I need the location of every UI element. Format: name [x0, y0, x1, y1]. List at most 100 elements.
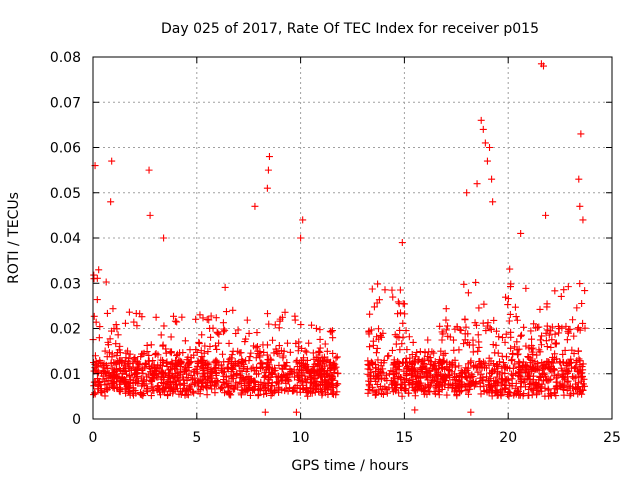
- data-point: [120, 379, 128, 387]
- data-point: [450, 346, 458, 354]
- data-point: [383, 389, 391, 397]
- data-point: [551, 340, 559, 348]
- data-point: [566, 392, 574, 400]
- data-point: [578, 300, 586, 308]
- data-point: [489, 341, 497, 349]
- data-point: [234, 347, 242, 355]
- data-point: [557, 292, 565, 300]
- data-point: [528, 363, 536, 371]
- data-point: [183, 377, 191, 385]
- data-point: [395, 359, 403, 367]
- data-point: [370, 303, 378, 311]
- data-point: [389, 379, 397, 387]
- data-point: [234, 383, 242, 391]
- data-point: [96, 323, 104, 331]
- data-point: [149, 357, 157, 365]
- y-tick-label: 0.03: [50, 276, 81, 292]
- data-point: [367, 377, 375, 385]
- data-point: [483, 373, 491, 381]
- data-point: [501, 338, 509, 346]
- data-point: [242, 367, 250, 375]
- data-point: [538, 387, 546, 395]
- data-point: [191, 380, 199, 388]
- data-point: [154, 385, 162, 393]
- data-point: [327, 371, 335, 379]
- data-point: [90, 378, 98, 386]
- data-point: [474, 331, 482, 339]
- data-point: [176, 369, 184, 377]
- data-point: [198, 383, 206, 391]
- data-point: [95, 266, 103, 274]
- data-point: [467, 408, 475, 416]
- data-point: [120, 367, 128, 375]
- data-point: [265, 320, 273, 328]
- data-point: [450, 336, 458, 344]
- data-point: [564, 377, 572, 385]
- data-point: [435, 356, 443, 364]
- data-point: [366, 310, 374, 318]
- data-point: [489, 198, 497, 206]
- data-point: [263, 389, 271, 397]
- data-point: [273, 379, 281, 387]
- data-point: [477, 361, 485, 369]
- data-point: [156, 391, 164, 399]
- y-tick-label: 0.07: [50, 95, 81, 111]
- data-point: [435, 360, 443, 368]
- data-point: [498, 375, 506, 383]
- data-point: [570, 389, 578, 397]
- data-point: [509, 350, 517, 358]
- data-point: [96, 359, 104, 367]
- data-point: [199, 314, 207, 322]
- data-point: [145, 166, 153, 174]
- data-point: [429, 361, 437, 369]
- data-point: [560, 383, 568, 391]
- data-point: [506, 283, 514, 291]
- data-point: [332, 354, 340, 362]
- data-point: [253, 329, 261, 337]
- data-point: [498, 386, 506, 394]
- data-point: [439, 377, 447, 385]
- data-point: [150, 387, 158, 395]
- data-point: [428, 373, 436, 381]
- data-point: [403, 359, 411, 367]
- data-point: [560, 391, 568, 399]
- data-point: [536, 336, 544, 344]
- data-point: [279, 365, 287, 373]
- data-point: [268, 370, 276, 378]
- data-point: [275, 342, 283, 350]
- data-point: [187, 371, 195, 379]
- data-point: [169, 373, 177, 381]
- data-point: [553, 385, 561, 393]
- x-tick-label: 25: [603, 430, 621, 446]
- x-tick-label: 15: [395, 430, 413, 446]
- data-point: [385, 352, 393, 360]
- data-point: [441, 374, 449, 382]
- data-point: [442, 316, 450, 324]
- data-point: [220, 325, 228, 333]
- data-point: [411, 406, 419, 414]
- data-point: [320, 384, 328, 392]
- data-point: [488, 369, 496, 377]
- data-point: [541, 372, 549, 380]
- data-point: [90, 312, 98, 320]
- data-point: [163, 362, 171, 370]
- data-point: [316, 326, 324, 334]
- data-point: [559, 358, 567, 366]
- data-point: [547, 343, 555, 351]
- data-point: [473, 321, 481, 329]
- data-point: [550, 356, 558, 364]
- data-point: [171, 317, 179, 325]
- data-point: [130, 355, 138, 363]
- data-point: [444, 322, 452, 330]
- data-point: [514, 371, 522, 379]
- data-point: [504, 388, 512, 396]
- data-point: [247, 365, 255, 373]
- data-point: [130, 391, 138, 399]
- data-point: [237, 349, 245, 357]
- data-point: [364, 365, 372, 373]
- data-point: [286, 369, 294, 377]
- data-point: [399, 319, 407, 327]
- data-point: [544, 385, 552, 393]
- data-point: [492, 327, 500, 335]
- data-point: [107, 359, 115, 367]
